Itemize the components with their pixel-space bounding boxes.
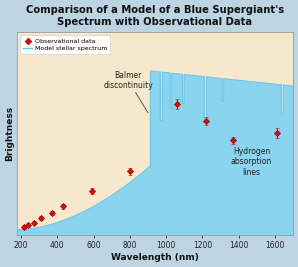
Text: Hydrogen
absorption
lines: Hydrogen absorption lines <box>231 147 272 176</box>
Title: Comparison of a Model of a Blue Supergiant's
Spectrum with Observational Data: Comparison of a Model of a Blue Supergia… <box>26 5 284 27</box>
X-axis label: Wavelength (nm): Wavelength (nm) <box>111 253 199 262</box>
Text: Balmer
discontinuity: Balmer discontinuity <box>103 71 153 113</box>
Legend: Observational data, Model stellar spectrum: Observational data, Model stellar spectr… <box>20 35 110 54</box>
Y-axis label: Brightness: Brightness <box>5 106 14 161</box>
